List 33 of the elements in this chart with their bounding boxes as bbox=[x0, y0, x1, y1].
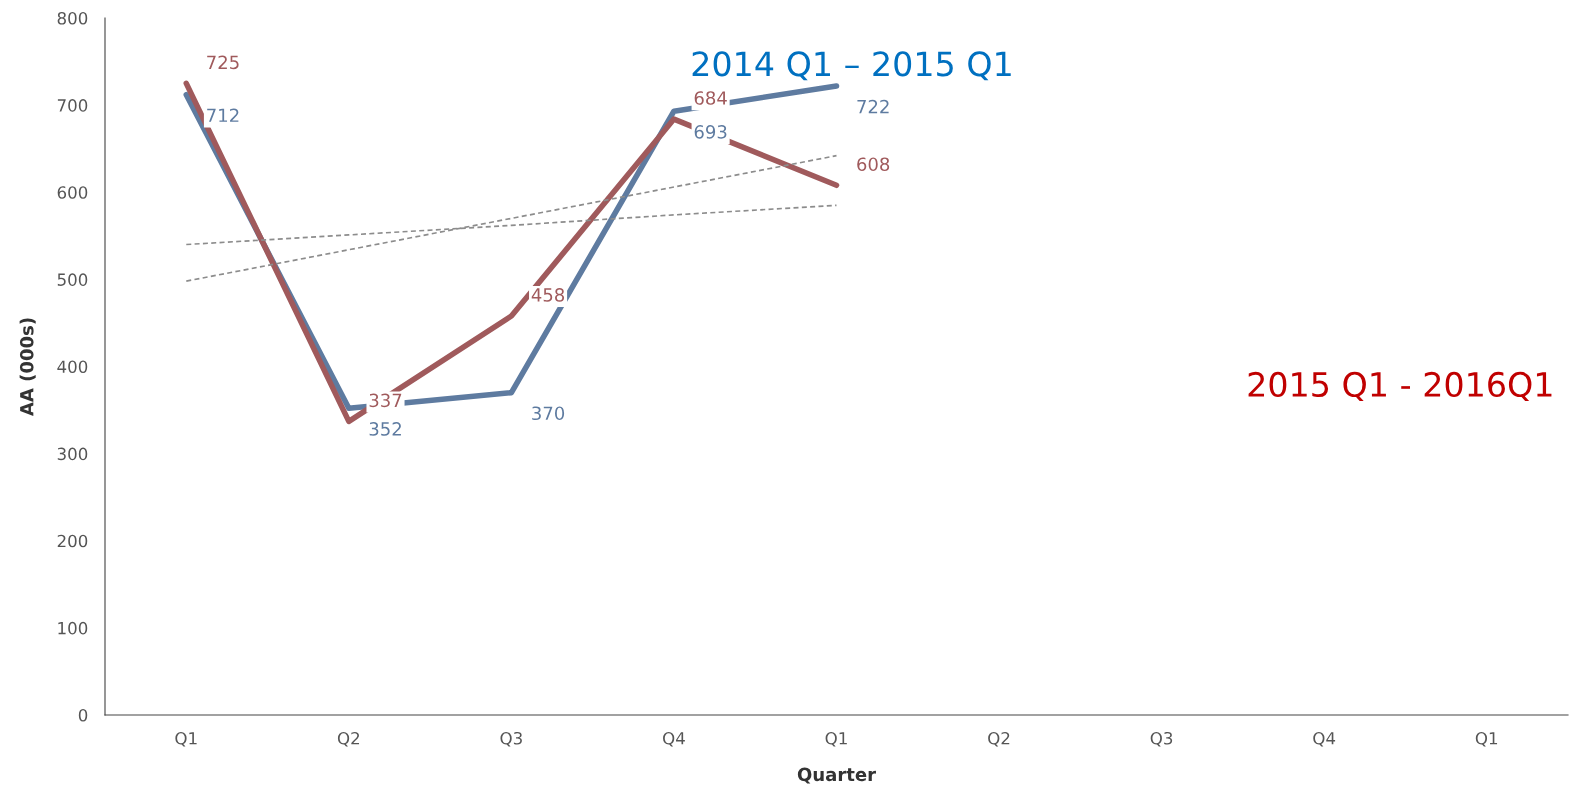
y-axis-title: AA (000s) bbox=[19, 318, 36, 416]
data-label: 693 bbox=[694, 125, 727, 139]
x-tick-label: Q2 bbox=[337, 731, 360, 747]
data-label: 352 bbox=[369, 422, 401, 436]
data-label: 712 bbox=[207, 108, 239, 122]
y-tick-label: 300 bbox=[57, 447, 88, 461]
x-tick-label: Q1 bbox=[1475, 731, 1498, 747]
y-tick-label: 600 bbox=[57, 186, 88, 199]
y-tick-label: 100 bbox=[58, 621, 88, 635]
x-tick-label: Q1 bbox=[825, 731, 847, 747]
y-tick-label: 500 bbox=[57, 273, 88, 286]
x-tick-label: Q3 bbox=[1150, 731, 1173, 747]
y-tick-label: 700 bbox=[57, 99, 88, 112]
y-tick-label: 0 bbox=[78, 708, 88, 722]
data-label: 337 bbox=[369, 393, 402, 408]
data-label: 608 bbox=[857, 157, 890, 172]
data-label: 370 bbox=[532, 406, 565, 421]
y-tick-label: 200 bbox=[57, 534, 88, 548]
data-label: 684 bbox=[694, 91, 727, 105]
line-series bbox=[185, 154, 838, 282]
data-label: 458 bbox=[531, 288, 565, 302]
data-label: 725 bbox=[207, 55, 239, 70]
x-tick-label: Q2 bbox=[988, 731, 1010, 747]
x-tick-label: Q4 bbox=[663, 731, 685, 747]
data-label: 722 bbox=[857, 99, 889, 114]
x-tick-label: Q3 bbox=[500, 731, 522, 747]
annotation: 2015 Q1 - 2016Q1 bbox=[1248, 371, 1552, 401]
y-tick-label: 400 bbox=[57, 360, 88, 374]
x-tick-label: Q4 bbox=[1313, 731, 1336, 747]
annotation: 2014 Q1 – 2015 Q1 bbox=[692, 51, 1011, 81]
x-axis-title: Quarter bbox=[797, 767, 876, 784]
x-tick-label: Q1 bbox=[175, 731, 197, 747]
y-tick-label: 800 bbox=[57, 11, 88, 25]
